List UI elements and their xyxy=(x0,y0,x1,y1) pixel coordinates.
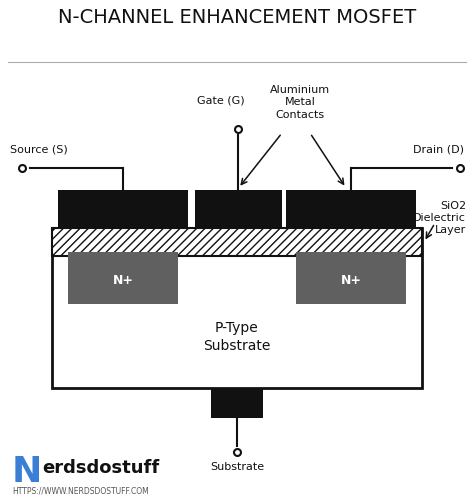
Bar xyxy=(286,190,416,228)
Text: erdsdostuff: erdsdostuff xyxy=(42,459,159,477)
Bar xyxy=(296,252,406,304)
Text: SiO2
Dielectric
Layer: SiO2 Dielectric Layer xyxy=(413,201,466,236)
Bar xyxy=(52,228,422,256)
Text: N-CHANNEL ENHANCEMENT MOSFET: N-CHANNEL ENHANCEMENT MOSFET xyxy=(58,8,416,27)
Text: Source (S): Source (S) xyxy=(10,144,68,154)
Text: Substrate: Substrate xyxy=(210,462,264,472)
Bar xyxy=(211,388,263,418)
Bar xyxy=(52,228,422,388)
Text: P-Type
Substrate: P-Type Substrate xyxy=(203,320,271,353)
Text: Aluminium
Metal
Contacts: Aluminium Metal Contacts xyxy=(270,85,330,120)
Bar xyxy=(195,190,282,228)
Text: Drain (D): Drain (D) xyxy=(413,144,464,154)
Bar xyxy=(68,252,178,304)
Text: N+: N+ xyxy=(112,273,134,286)
Text: N: N xyxy=(12,455,42,489)
Text: HTTPS://WWW.NERDSDOSTUFF.COM: HTTPS://WWW.NERDSDOSTUFF.COM xyxy=(12,487,149,496)
Bar xyxy=(58,190,188,228)
Text: N+: N+ xyxy=(340,273,362,286)
Text: Gate (G): Gate (G) xyxy=(197,95,244,105)
